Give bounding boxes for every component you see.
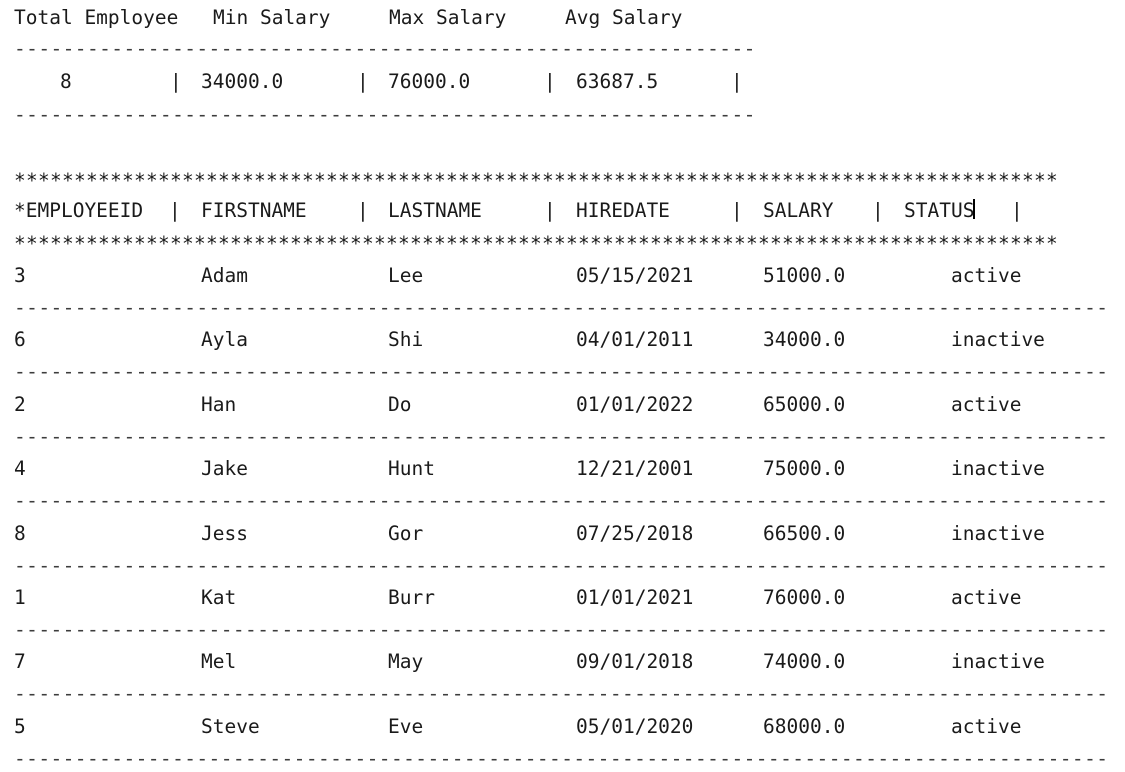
header-separator: | bbox=[1011, 199, 1023, 222]
cell-salary: 51000.0 bbox=[763, 264, 846, 287]
table-star-rule-bottom: ****************************************… bbox=[14, 232, 1058, 255]
header-hiredate: HIREDATE bbox=[576, 199, 670, 222]
header-firstname: FIRSTNAME bbox=[201, 199, 307, 222]
header-employeeid: *EMPLOYEEID bbox=[14, 199, 144, 222]
cell-lastname: Gor bbox=[388, 522, 424, 545]
summary-value-min: 34000.0 bbox=[201, 70, 284, 93]
cell-firstname: Ayla bbox=[201, 328, 248, 351]
summary-header-avg: Avg Salary bbox=[565, 6, 683, 29]
summary-value-total: 8 bbox=[60, 70, 72, 93]
table-row: 7 Mel May 09/01/2018 74000.0 inactive bbox=[0, 650, 1125, 674]
cell-firstname: Jess bbox=[201, 522, 248, 545]
row-divider: ----------------------------------------… bbox=[14, 682, 1109, 705]
row-divider: ----------------------------------------… bbox=[14, 425, 1109, 448]
cell-hiredate: 05/15/2021 bbox=[576, 264, 694, 287]
cell-hiredate: 01/01/2022 bbox=[576, 393, 694, 416]
cell-employeeid: 7 bbox=[14, 650, 26, 673]
summary-header-min: Min Salary bbox=[213, 6, 331, 29]
cell-hiredate: 12/21/2001 bbox=[576, 457, 694, 480]
cell-firstname: Steve bbox=[201, 715, 260, 738]
cell-employeeid: 6 bbox=[14, 328, 26, 351]
cell-hiredate: 01/01/2021 bbox=[576, 586, 694, 609]
cell-employeeid: 1 bbox=[14, 586, 26, 609]
cell-lastname: Lee bbox=[388, 264, 424, 287]
header-separator: | bbox=[731, 199, 743, 222]
cell-status: inactive bbox=[951, 457, 1045, 480]
cell-employeeid: 3 bbox=[14, 264, 26, 287]
summary-top-rule: ----------------------------------------… bbox=[14, 37, 756, 60]
cell-salary: 65000.0 bbox=[763, 393, 846, 416]
summary-separator: | bbox=[357, 70, 369, 93]
row-divider: ----------------------------------------… bbox=[14, 296, 1109, 319]
table-star-rule-top: ****************************************… bbox=[14, 169, 1058, 192]
cell-status: active bbox=[951, 715, 1022, 738]
cell-status: inactive bbox=[951, 522, 1045, 545]
cell-firstname: Adam bbox=[201, 264, 248, 287]
cell-lastname: Do bbox=[388, 393, 412, 416]
cell-lastname: May bbox=[388, 650, 424, 673]
header-separator: | bbox=[169, 199, 181, 222]
summary-separator: | bbox=[170, 70, 182, 93]
cell-employeeid: 5 bbox=[14, 715, 26, 738]
summary-value-avg: 63687.5 bbox=[576, 70, 659, 93]
cell-firstname: Kat bbox=[201, 586, 237, 609]
row-divider: ----------------------------------------… bbox=[14, 747, 1109, 770]
cell-status: inactive bbox=[951, 328, 1045, 351]
cell-firstname: Han bbox=[201, 393, 237, 416]
cell-salary: 68000.0 bbox=[763, 715, 846, 738]
header-separator: | bbox=[357, 199, 369, 222]
cell-salary: 66500.0 bbox=[763, 522, 846, 545]
summary-header-total: Total Employee bbox=[14, 6, 179, 29]
summary-value-max: 76000.0 bbox=[388, 70, 471, 93]
cell-lastname: Hunt bbox=[388, 457, 435, 480]
summary-values-line: 8 | 34000.0 | 76000.0 | 63687.5 | bbox=[0, 70, 1125, 94]
row-divider: ----------------------------------------… bbox=[14, 489, 1109, 512]
cell-salary: 76000.0 bbox=[763, 586, 846, 609]
cell-lastname: Shi bbox=[388, 328, 424, 351]
table-row: 1 Kat Burr 01/01/2021 76000.0 active bbox=[0, 586, 1125, 610]
cell-salary: 75000.0 bbox=[763, 457, 846, 480]
cell-hiredate: 07/25/2018 bbox=[576, 522, 694, 545]
cell-salary: 34000.0 bbox=[763, 328, 846, 351]
summary-header-line: Total Employee Min Salary Max Salary Avg… bbox=[0, 6, 1125, 30]
cell-firstname: Mel bbox=[201, 650, 237, 673]
table-row: 4 Jake Hunt 12/21/2001 75000.0 inactive bbox=[0, 457, 1125, 481]
cell-status: inactive bbox=[951, 650, 1045, 673]
cell-hiredate: 05/01/2020 bbox=[576, 715, 694, 738]
cell-lastname: Burr bbox=[388, 586, 435, 609]
cell-employeeid: 4 bbox=[14, 457, 26, 480]
cell-lastname: Eve bbox=[388, 715, 424, 738]
table-row: 6 Ayla Shi 04/01/2011 34000.0 inactive bbox=[0, 328, 1125, 352]
cell-status: active bbox=[951, 393, 1022, 416]
summary-separator: | bbox=[544, 70, 556, 93]
cell-status: active bbox=[951, 264, 1022, 287]
table-row: 8 Jess Gor 07/25/2018 66500.0 inactive bbox=[0, 522, 1125, 546]
summary-header-max: Max Salary bbox=[389, 6, 507, 29]
header-separator: | bbox=[544, 199, 556, 222]
row-divider: ----------------------------------------… bbox=[14, 618, 1109, 641]
cell-status: active bbox=[951, 586, 1022, 609]
table-header-line: *EMPLOYEEID | FIRSTNAME | LASTNAME | HIR… bbox=[0, 199, 1125, 223]
cell-hiredate: 09/01/2018 bbox=[576, 650, 694, 673]
header-salary: SALARY bbox=[763, 199, 834, 222]
table-row: 3 Adam Lee 05/15/2021 51000.0 active bbox=[0, 264, 1125, 288]
table-row: 5 Steve Eve 05/01/2020 68000.0 active bbox=[0, 715, 1125, 739]
header-lastname: LASTNAME bbox=[388, 199, 482, 222]
header-status: STATUS bbox=[904, 199, 975, 222]
table-row: 2 Han Do 01/01/2022 65000.0 active bbox=[0, 393, 1125, 417]
row-divider: ----------------------------------------… bbox=[14, 360, 1109, 383]
row-divider: ----------------------------------------… bbox=[14, 554, 1109, 577]
text-cursor bbox=[973, 199, 975, 219]
cell-firstname: Jake bbox=[201, 457, 248, 480]
header-separator: | bbox=[872, 199, 884, 222]
summary-separator: | bbox=[731, 70, 743, 93]
cell-employeeid: 8 bbox=[14, 522, 26, 545]
summary-bottom-rule: ----------------------------------------… bbox=[14, 103, 756, 126]
cell-employeeid: 2 bbox=[14, 393, 26, 416]
cell-hiredate: 04/01/2011 bbox=[576, 328, 694, 351]
cell-salary: 74000.0 bbox=[763, 650, 846, 673]
